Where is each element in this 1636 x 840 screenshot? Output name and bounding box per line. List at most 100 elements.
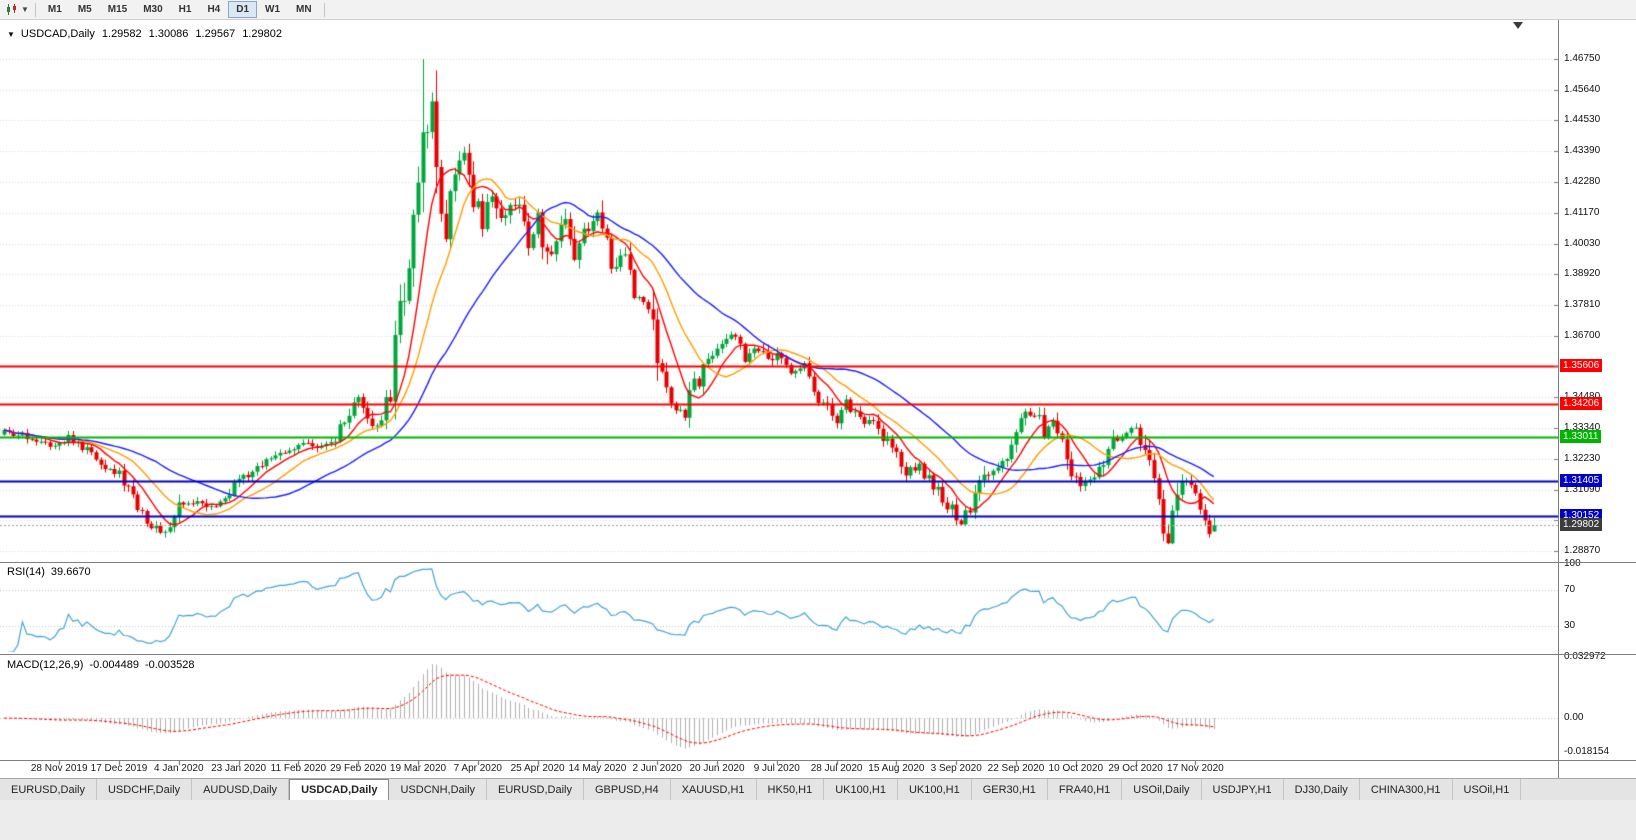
- chart-periods-icon[interactable]: [3, 2, 19, 18]
- price-tick-label: 1.33340: [1564, 421, 1601, 433]
- date-label: 11 Feb 2020: [270, 763, 327, 774]
- tab-eurusd-daily[interactable]: EURUSD,Daily: [0, 779, 97, 800]
- chart-title: ▼ USDCAD,Daily 1.29582 1.30086 1.29567 1…: [7, 28, 282, 40]
- timeframe-h1-button[interactable]: H1: [171, 1, 200, 18]
- macd-value: -0.004489: [89, 659, 139, 671]
- date-label: 20 Jun 2020: [689, 763, 745, 774]
- price-line-badge[interactable]: 1.35606: [1560, 358, 1603, 372]
- macd-level-label: 0.00: [1564, 712, 1584, 724]
- tab-china300-h1[interactable]: CHINA300,H1: [1360, 779, 1453, 800]
- price-tick-label: 1.38920: [1564, 268, 1601, 280]
- price-axis: 1.46750 1.45640 1.44530 1.43390 1.42280 1.411…: [1558, 20, 1636, 778]
- collapse-arrow-icon[interactable]: ▼: [7, 29, 15, 39]
- date-label: 7 Apr 2020: [453, 763, 502, 774]
- date-label: 29 Oct 2020: [1108, 763, 1163, 774]
- rsi-name: RSI(14): [7, 566, 45, 578]
- tab-usdjpy-h1[interactable]: USDJPY,H1: [1202, 779, 1284, 800]
- chart-window: ▼ USDCAD,Daily 1.29582 1.30086 1.29567 1…: [0, 20, 1636, 778]
- price-line-badge[interactable]: 1.34206: [1560, 397, 1603, 411]
- timeframe-toolbar: ▼ M1 M5 M15 M30 H1 H4 D1 W1 MN: [0, 0, 1636, 20]
- tab-uk100-h1[interactable]: UK100,H1: [824, 779, 898, 800]
- date-label: 3 Sep 2020: [930, 763, 982, 774]
- date-label: 28 Nov 2019: [30, 763, 88, 774]
- panel-separator[interactable]: [0, 654, 1636, 655]
- tab-dj30-daily[interactable]: DJ30,Daily: [1284, 779, 1360, 800]
- ohlc-open: 1.29582: [101, 28, 142, 40]
- price-line-badge[interactable]: 1.31405: [1560, 474, 1603, 488]
- rsi-level-label: 100: [1564, 558, 1581, 569]
- price-tick-label: 1.44530: [1564, 114, 1601, 126]
- panel-separator: [0, 760, 1636, 761]
- price-tick-label: 1.37810: [1564, 298, 1601, 310]
- price-tick-label: 1.40030: [1564, 237, 1601, 249]
- tab-eurusd-daily-2[interactable]: EURUSD,Daily: [487, 779, 584, 800]
- date-label: 22 Sep 2020: [987, 763, 1045, 774]
- price-tick-label: 1.46750: [1564, 52, 1601, 64]
- chart-symbol-label: USDCAD,Daily: [20, 28, 95, 40]
- price-tick-label: 1.34480: [1564, 390, 1601, 402]
- macd-signal-value: -0.003528: [144, 659, 195, 671]
- status-strip: [0, 800, 1636, 840]
- tab-xauusd-h1[interactable]: XAUUSD,H1: [671, 779, 757, 800]
- tab-usoil-daily[interactable]: USOil,Daily: [1122, 779, 1202, 800]
- date-label: 28 Jul 2020: [810, 763, 863, 774]
- price-line-badge[interactable]: 1.33011: [1560, 430, 1602, 444]
- price-chart-canvas[interactable]: [0, 20, 1558, 778]
- price-tick-label: 1.32230: [1564, 452, 1601, 464]
- date-label: 25 Apr 2020: [510, 763, 565, 774]
- price-tick-label: 1.31090: [1564, 483, 1601, 495]
- date-label: 17 Nov 2020: [1167, 763, 1224, 774]
- price-tick-label: 1.42280: [1564, 175, 1601, 187]
- date-label: 19 Mar 2020: [389, 763, 447, 774]
- rsi-level-label: 30: [1564, 619, 1576, 631]
- chart-tab-bar: EURUSD,Daily USDCHF,Daily AUDUSD,Daily U…: [0, 778, 1636, 800]
- timeframe-m15-button[interactable]: M15: [100, 1, 135, 18]
- timeframe-m5-button[interactable]: M5: [70, 1, 100, 18]
- rsi-indicator-label: RSI(14) 39.6670: [7, 566, 97, 578]
- timeframe-w1-button[interactable]: W1: [257, 1, 288, 18]
- panel-separator[interactable]: [0, 562, 1636, 563]
- macd-indicator-label: MACD(12,26,9) -0.004489 -0.003528: [7, 659, 201, 671]
- timeframe-m1-button[interactable]: M1: [40, 1, 70, 18]
- price-tick-label: 1.43390: [1564, 145, 1601, 157]
- macd-level-label: 0.032972: [1564, 651, 1606, 663]
- price-tick-label: 1.36700: [1564, 329, 1601, 341]
- timeframe-h4-button[interactable]: H4: [199, 1, 228, 18]
- date-label: 9 Jul 2020: [753, 763, 800, 774]
- macd-level-label: -0.018154: [1564, 745, 1610, 757]
- tab-gbpusd-h4[interactable]: GBPUSD,H4: [584, 779, 671, 800]
- toolbar-separator: [34, 2, 36, 17]
- tab-usdchf-daily[interactable]: USDCHF,Daily: [97, 779, 193, 800]
- rsi-value: 39.6670: [50, 566, 91, 578]
- rsi-level-label: 70: [1564, 584, 1576, 596]
- date-label: 15 Aug 2020: [868, 763, 925, 774]
- date-label: 2 Jun 2020: [632, 763, 682, 774]
- ohlc-high: 1.30086: [148, 28, 189, 40]
- timeframe-mn-button[interactable]: MN: [288, 1, 320, 18]
- date-label: 17 Dec 2019: [90, 763, 148, 774]
- toolbar-dropdown-icon[interactable]: ▼: [21, 5, 29, 14]
- date-label: 10 Oct 2020: [1048, 763, 1104, 774]
- price-tick-label: 1.28870: [1564, 545, 1601, 556]
- tab-ger30-h1[interactable]: GER30,H1: [972, 779, 1048, 800]
- date-label: 14 May 2020: [568, 763, 627, 774]
- tab-uk100-h1-2[interactable]: UK100,H1: [898, 779, 972, 800]
- tab-audusd-daily[interactable]: AUDUSD,Daily: [192, 779, 290, 800]
- timeframe-m30-button[interactable]: M30: [135, 1, 170, 18]
- tab-usoil-h1[interactable]: USOil,H1: [1453, 779, 1522, 800]
- date-label: 4 Jan 2020: [154, 763, 204, 774]
- date-label: 29 Feb 2020: [330, 763, 387, 774]
- timeframe-d1-button[interactable]: D1: [228, 1, 258, 18]
- chart-shift-marker[interactable]: [1513, 22, 1523, 29]
- ohlc-low: 1.29567: [195, 28, 236, 40]
- price-tick-label: 1.41170: [1564, 206, 1600, 218]
- date-label: 23 Jan 2020: [211, 763, 267, 774]
- tab-hk50-h1[interactable]: HK50,H1: [757, 779, 825, 800]
- tab-usdcad-daily[interactable]: USDCAD,Daily: [289, 779, 390, 800]
- tab-usdcnh-daily[interactable]: USDCNH,Daily: [389, 779, 488, 800]
- toolbar-separator: [323, 2, 325, 17]
- tab-fra40-h1[interactable]: FRA40,H1: [1048, 779, 1123, 800]
- ohlc-close: 1.29802: [242, 28, 282, 40]
- time-axis: 28 Nov 2019 17 Dec 2019 4 Jan 2020 23 Jan 2…: [0, 762, 1558, 778]
- current-price-badge: 1.29802: [1560, 518, 1603, 532]
